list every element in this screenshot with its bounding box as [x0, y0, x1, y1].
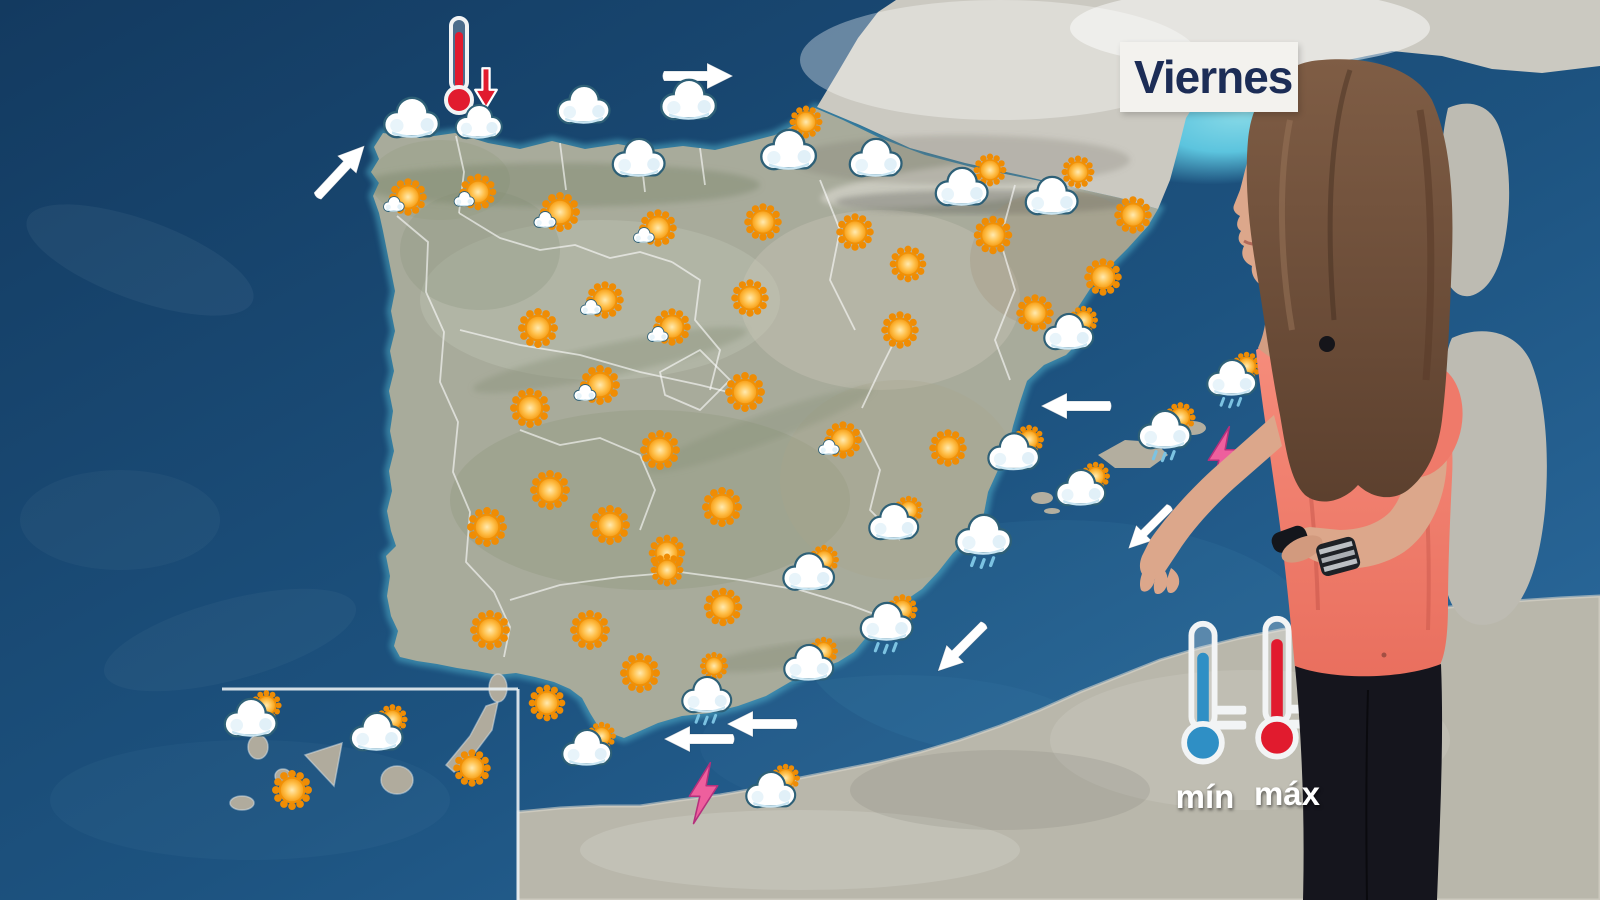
presenter-pants — [1295, 664, 1443, 900]
thermo-red-icon — [444, 16, 474, 115]
presenter-hand-fingers — [1139, 560, 1180, 595]
presenter-microphone — [1319, 336, 1335, 352]
presenter — [1139, 59, 1463, 900]
legend-max-label: máx — [1253, 775, 1321, 812]
presenter-watch — [1316, 536, 1361, 577]
legend-min-label: mín — [1175, 778, 1235, 815]
thermo-blue-icon — [1184, 624, 1222, 762]
province-borders — [396, 135, 1016, 658]
presenter-hair — [1246, 59, 1453, 502]
sardinia-island — [1438, 331, 1547, 625]
thermo-red-icon — [1258, 619, 1296, 757]
day-label: Viernes — [1134, 51, 1293, 103]
corsica-island — [1439, 103, 1510, 297]
canary-islands — [229, 673, 508, 811]
canary-inset-border — [222, 687, 520, 900]
presenter-pointing-arm — [1139, 415, 1282, 580]
day-label-box: Viernes — [1120, 42, 1298, 112]
